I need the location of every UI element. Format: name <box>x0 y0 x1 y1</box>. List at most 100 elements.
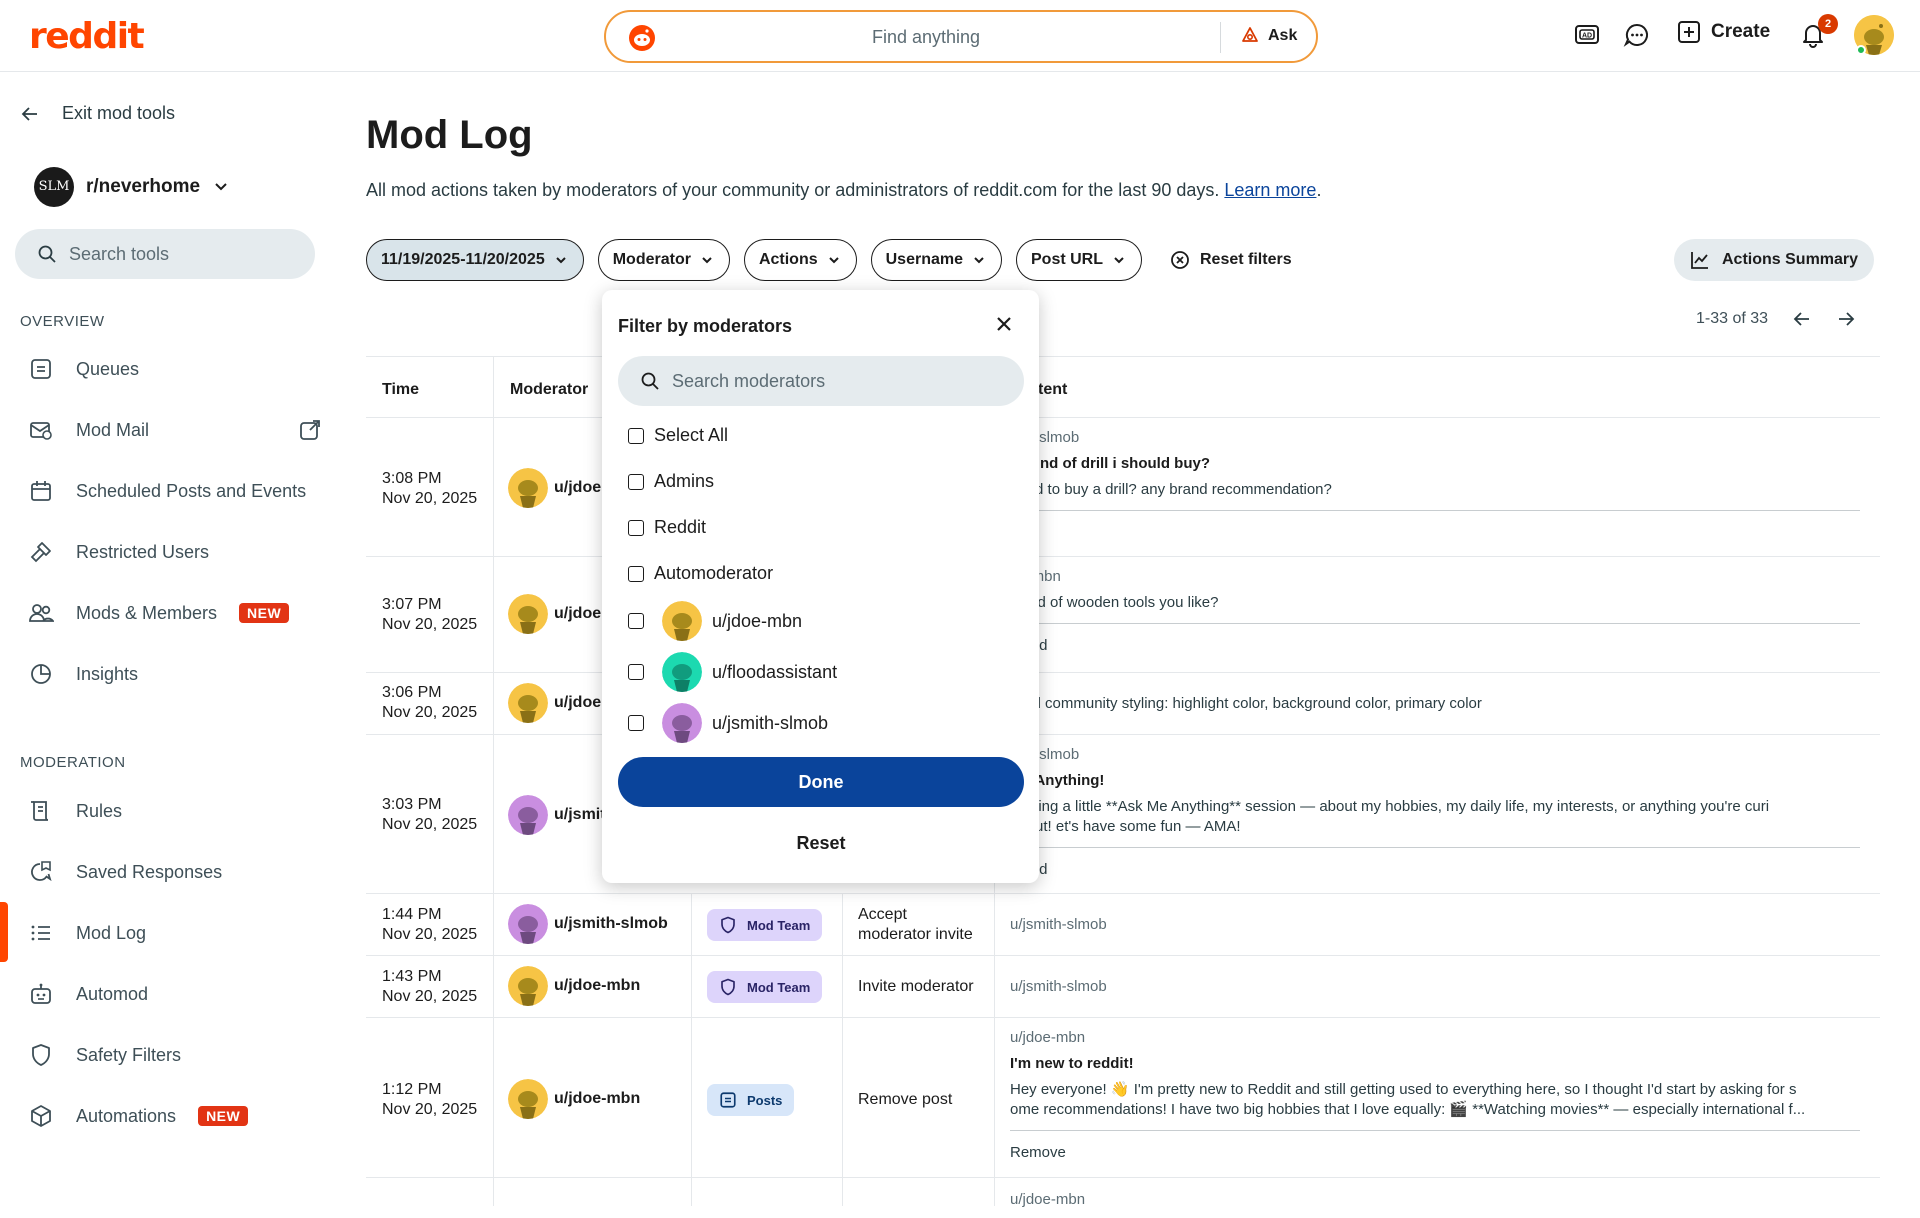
search-tools-input[interactable]: Search tools <box>15 229 315 279</box>
search-moderators-input[interactable]: Search moderators <box>618 356 1024 406</box>
post-url-filter[interactable]: Post URL <box>1016 239 1142 281</box>
search-moderators-placeholder: Search moderators <box>672 370 826 391</box>
option-admins[interactable]: Admins <box>628 471 714 492</box>
checkbox[interactable] <box>628 664 644 680</box>
table-row[interactable]: 1:44 PM Nov 20, 2025 u/jsmith-slmob Mod T… <box>366 894 1880 956</box>
moderator-cell[interactable]: u/jdoe <box>508 594 601 634</box>
sidebar-item-scheduled-posts[interactable]: Scheduled Posts and Events <box>0 465 340 517</box>
content-cell[interactable]: u/jsmith-slmob <box>1010 977 1860 997</box>
moderator-name: u/jdoe <box>554 694 602 711</box>
content-cell[interactable]: pe-mbn t kind of wooden tools you like? … <box>1010 567 1860 656</box>
checkbox[interactable] <box>628 613 644 629</box>
content-footer: Remove <box>1010 1144 1066 1161</box>
option-reddit[interactable]: Reddit <box>628 517 706 538</box>
option-automoderator[interactable]: Automoderator <box>628 563 773 584</box>
content-cell[interactable]: u/jdoe-mbn <box>1010 1190 1860 1210</box>
table-row[interactable]: 3:06 PM Nov 20, 2025 u/jdoe lified commun… <box>366 673 1880 735</box>
option-select-all[interactable]: Select All <box>628 425 728 446</box>
checkbox[interactable] <box>628 427 644 444</box>
moderator-cell[interactable]: u/jdoe <box>508 683 601 723</box>
sidebar-item-label: Safety Filters <box>76 1044 182 1065</box>
ask-button[interactable]: Ask <box>1240 26 1297 46</box>
learn-more-link[interactable]: Learn more <box>1224 180 1317 200</box>
sidebar-item-rules[interactable]: Rules <box>0 785 340 837</box>
reddit-logo[interactable]: reddit <box>29 16 145 57</box>
content-user: u/jdoe-mbn <box>1010 1191 1086 1208</box>
arrow-left-icon[interactable] <box>1792 309 1812 329</box>
date-text: Nov 20, 2025 <box>382 816 478 833</box>
moderator-cell[interactable]: u/jdoe-mbn <box>508 966 640 1006</box>
arrow-right-icon[interactable] <box>1836 309 1856 329</box>
moderator-filter[interactable]: Moderator <box>597 239 730 281</box>
date-range-filter[interactable]: 11/19/2025-11/20/2025 <box>366 239 584 281</box>
table-row[interactable]: 3:07 PM Nov 20, 2025 u/jdoe pe-mbn t kind… <box>366 557 1880 673</box>
moderator-cell[interactable]: u/jsmit <box>508 795 606 835</box>
sidebar-item-restricted-users[interactable]: Restricted Users <box>0 526 340 578</box>
sidebar-item-mod-mail[interactable]: Mod Mail <box>0 404 340 456</box>
sidebar-item-mods-members[interactable]: Mods & Members NEW <box>0 587 340 639</box>
time-text: 1:43 PM <box>382 968 442 985</box>
advertise-icon[interactable]: AD <box>1572 20 1602 50</box>
table-row[interactable]: 3:08 PM Nov 20, 2025 u/jdoe nith-slmob at… <box>366 418 1880 557</box>
sidebar-item-safety-filters[interactable]: Safety Filters <box>0 1029 340 1081</box>
exit-mod-tools[interactable]: Exit mod tools <box>20 103 175 124</box>
community-selector[interactable]: SLM r/neverhome <box>34 167 230 207</box>
moderator-filter-popover: Filter by moderators Search moderators S… <box>602 290 1039 883</box>
search-placeholder[interactable]: Find anything <box>871 27 981 47</box>
checkbox[interactable] <box>628 473 644 490</box>
table-row[interactable]: 3:03 PM Nov 20, 2025 u/jsmit nith-slmob M… <box>366 735 1880 894</box>
table-row[interactable]: u/jdoe-mbn <box>366 1178 1880 1218</box>
community-name: r/neverhome <box>86 176 201 197</box>
content-cell[interactable]: nith-slmob Me Anything! nosting a little… <box>1010 745 1860 880</box>
tag-label: Posts <box>747 1092 783 1108</box>
content-cell[interactable]: lified community styling: highlight colo… <box>1010 694 1860 714</box>
notifications-icon[interactable] <box>1798 20 1828 50</box>
time-cell: 3:08 PM Nov 20, 2025 <box>382 469 477 509</box>
reset-filters-button[interactable]: Reset filters <box>1156 250 1292 270</box>
shield-icon <box>721 978 735 996</box>
reset-button[interactable]: Reset <box>796 832 846 853</box>
sidebar-item-mod-log[interactable]: Mod Log <box>0 907 340 959</box>
option-moderator[interactable]: u/floodassistant <box>628 652 837 692</box>
ask-icon <box>1242 27 1258 42</box>
actions-summary-button[interactable]: Actions Summary <box>1674 239 1875 281</box>
moderator-cell[interactable]: u/jdoe-mbn <box>508 1079 640 1119</box>
sidebar-item-label: Restricted Users <box>76 541 210 562</box>
sidebar-item-insights[interactable]: Insights <box>0 648 340 700</box>
moderator-cell[interactable]: u/jdoe <box>508 468 601 508</box>
user-avatar[interactable] <box>1854 15 1894 55</box>
column-time: Time <box>382 381 420 398</box>
new-badge: NEW <box>239 603 290 623</box>
checkbox[interactable] <box>628 565 644 582</box>
username-filter[interactable]: Username <box>870 239 1002 281</box>
table-row[interactable]: 1:43 PM Nov 20, 2025 u/jdoe-mbn Mod Team … <box>366 956 1880 1018</box>
insights-icon <box>28 661 54 687</box>
time-cell: 1:12 PM Nov 20, 2025 <box>382 1080 477 1120</box>
sidebar-item-automod[interactable]: Automod <box>0 968 340 1020</box>
checkbox[interactable] <box>628 519 644 536</box>
create-button[interactable]: Create <box>1677 20 1770 44</box>
moderation-section-label: MODERATION <box>20 754 126 771</box>
time-cell: 3:06 PM Nov 20, 2025 <box>382 683 477 723</box>
content-cell[interactable]: u/jdoe-mbn I'm new to reddit! Hey everyo… <box>1010 1028 1860 1163</box>
content-cell[interactable]: u/jsmith-slmob <box>1010 915 1860 935</box>
external-link-icon[interactable] <box>298 418 322 442</box>
time-cell: 3:07 PM Nov 20, 2025 <box>382 595 477 635</box>
sidebar-item-queues[interactable]: Queues <box>0 343 340 395</box>
content-title: Me Anything! <box>1010 772 1105 789</box>
option-moderator[interactable]: u/jdoe-mbn <box>628 601 802 641</box>
content-divider <box>1010 510 1860 511</box>
actions-filter[interactable]: Actions <box>743 239 857 281</box>
sidebar-item-saved-responses[interactable]: Saved Responses <box>0 846 340 898</box>
global-search[interactable]: Find anything Ask <box>604 10 1318 63</box>
sidebar-item-automations[interactable]: Automations NEW <box>0 1090 340 1142</box>
close-icon[interactable] <box>992 312 1016 336</box>
checkbox[interactable] <box>628 715 644 731</box>
moderator-cell[interactable]: u/jsmith-slmob <box>508 904 668 944</box>
done-button[interactable]: Done <box>618 757 1024 807</box>
content-cell[interactable]: nith-slmob at kind of drill i should buy… <box>1010 428 1860 543</box>
table-row[interactable]: 1:12 PM Nov 20, 2025 u/jdoe-mbn Posts Rem… <box>366 1018 1880 1178</box>
chat-icon[interactable] <box>1622 20 1652 50</box>
option-moderator[interactable]: u/jsmith-slmob <box>628 703 828 743</box>
time-cell: 3:03 PM Nov 20, 2025 <box>382 795 477 835</box>
